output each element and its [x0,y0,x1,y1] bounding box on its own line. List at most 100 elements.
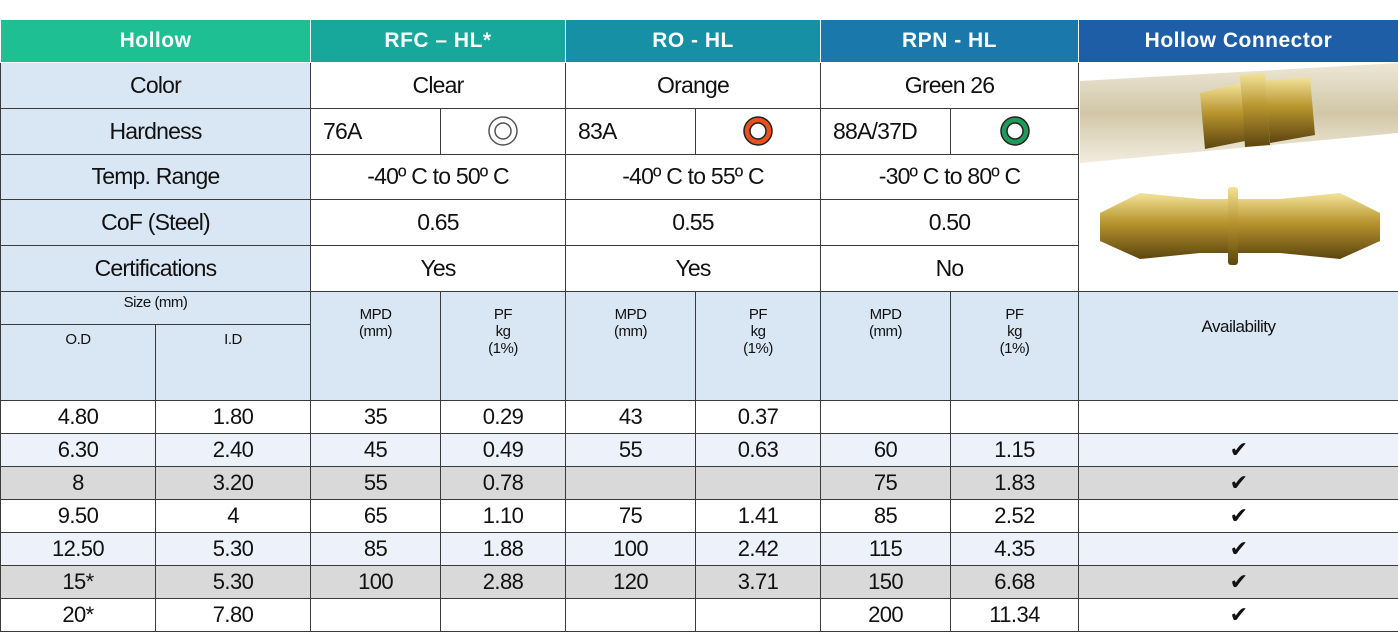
data-cell: 12.50 [1,533,156,566]
data-cell: 3.71 [696,566,821,599]
property-value: -40º C to 50º C [311,154,566,200]
hardness-value: 83A [566,108,696,154]
data-cell: 0.29 [441,401,566,434]
property-label: Certifications [1,246,311,292]
property-value: No [821,246,1079,292]
data-cell: 2.40 [156,434,311,467]
property-value: 0.50 [821,200,1079,246]
ring-icon [741,114,775,148]
data-cell [821,401,951,434]
data-cell: 150 [821,566,951,599]
data-cell [566,467,696,500]
connector-photo [1080,63,1398,285]
availability-cell: ✔ [1079,434,1398,467]
data-cell: 75 [821,467,951,500]
data-cell: 1.83 [951,467,1079,500]
property-value: Green 26 [821,63,1079,109]
top-band [0,0,1398,20]
property-value: Orange [566,63,821,109]
data-cell: 11.34 [951,599,1079,632]
column-header: RO - HL [566,20,821,63]
data-cell [566,599,696,632]
hardness-icon [951,108,1079,154]
data-cell: 4.35 [951,533,1079,566]
data-cell: 15* [1,566,156,599]
data-cell: 100 [311,566,441,599]
availability-cell: ✔ [1079,599,1398,632]
property-value: 0.65 [311,200,566,246]
property-value: Yes [311,246,566,292]
data-cell: 9.50 [1,500,156,533]
data-cell: 5.30 [156,533,311,566]
data-cell: 1.15 [951,434,1079,467]
data-cell: 55 [311,467,441,500]
availability-cell: ✔ [1079,500,1398,533]
hardness-icon [441,108,566,154]
data-cell: 5.30 [156,566,311,599]
ring-icon [998,114,1032,148]
property-label: Temp. Range [1,154,311,200]
data-cell: 2.52 [951,500,1079,533]
id-label: I.D [156,324,311,400]
data-cell: 2.42 [696,533,821,566]
property-value: -30º C to 80º C [821,154,1079,200]
data-cell: 85 [311,533,441,566]
data-cell: 7.80 [156,599,311,632]
hardness-icon [696,108,821,154]
hardness-value: 88A/37D [821,108,951,154]
availability-cell: ✔ [1079,566,1398,599]
data-cell: 2.88 [441,566,566,599]
property-value: Yes [566,246,821,292]
data-cell: 4.80 [1,401,156,434]
column-header: Hollow [1,20,311,63]
property-label: Color [1,63,311,109]
data-cell: 45 [311,434,441,467]
pf-label: PF kg (1%) [441,292,566,401]
data-cell: 35 [311,401,441,434]
data-cell: 100 [566,533,696,566]
data-cell: 0.63 [696,434,821,467]
data-cell: 1.10 [441,500,566,533]
data-cell: 6.30 [1,434,156,467]
data-cell: 0.37 [696,401,821,434]
availability-label: Availability [1079,292,1398,401]
data-cell [696,467,821,500]
property-label: Hardness [1,108,311,154]
data-cell [696,599,821,632]
data-cell: 0.78 [441,467,566,500]
hardness-value: 76A [311,108,441,154]
connector-image [1079,63,1398,292]
column-header: RFC – HL* [311,20,566,63]
data-cell: 4 [156,500,311,533]
property-value: Clear [311,63,566,109]
data-cell: 1.80 [156,401,311,434]
mpd-label: MPD (mm) [311,292,441,401]
mpd-label: MPD (mm) [821,292,951,401]
ring-icon [486,114,520,148]
property-value: -40º C to 55º C [566,154,821,200]
data-cell: 60 [821,434,951,467]
pf-label: PF kg (1%) [951,292,1079,401]
data-cell: 6.68 [951,566,1079,599]
data-cell [441,599,566,632]
data-cell: 3.20 [156,467,311,500]
data-cell: 20* [1,599,156,632]
data-cell: 65 [311,500,441,533]
page: {"header": {"columns": ["Hollow", "RFC –… [0,0,1398,606]
data-cell: 8 [1,467,156,500]
data-cell: 43 [566,401,696,434]
pf-label: PF kg (1%) [696,292,821,401]
availability-cell [1079,401,1398,434]
data-cell: 85 [821,500,951,533]
data-cell: 120 [566,566,696,599]
property-label: CoF (Steel) [1,200,311,246]
